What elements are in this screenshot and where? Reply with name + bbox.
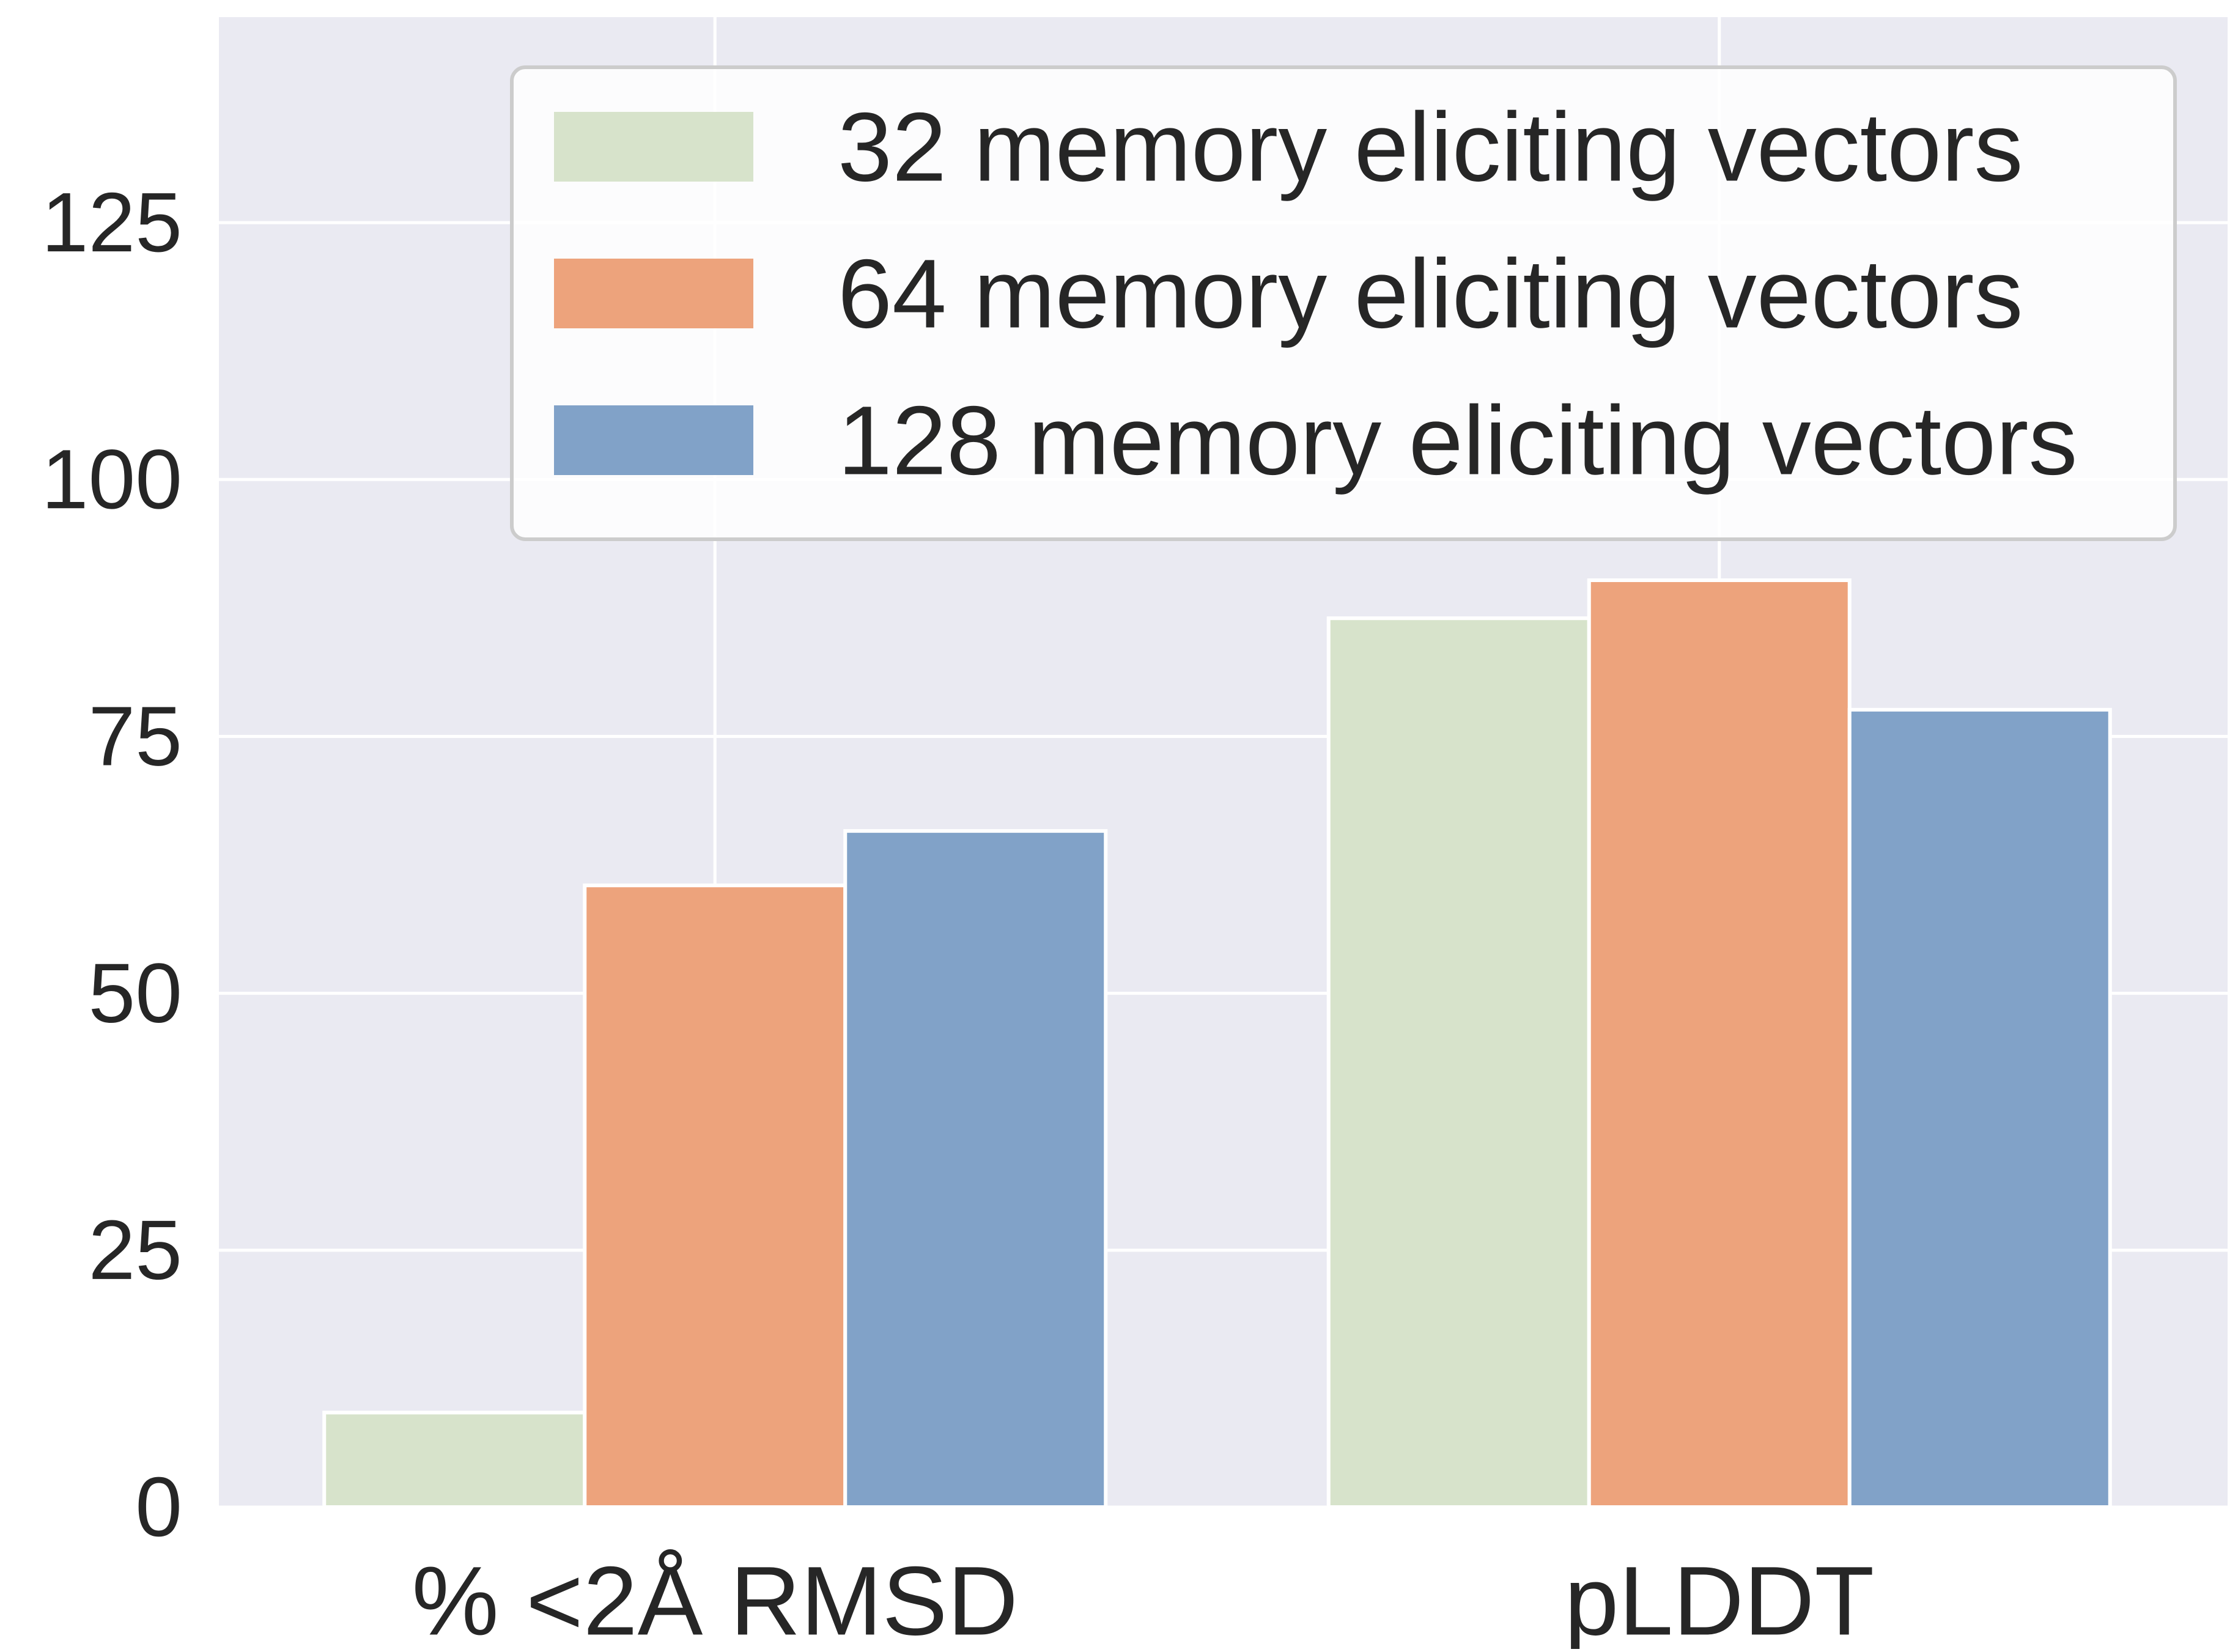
legend-swatch — [554, 112, 753, 182]
bar-2-2 — [1587, 578, 1852, 1509]
y-tick-label: 75 — [89, 689, 183, 783]
legend: 32 memory eliciting vectors 64 memory eli… — [510, 65, 2177, 541]
y-tick-label: 0 — [135, 1460, 182, 1554]
bar-3-2 — [1847, 707, 2112, 1509]
y-tick-label: 50 — [89, 946, 183, 1041]
legend-label: 32 memory eliciting vectors — [838, 92, 2023, 202]
bar-1-2 — [1326, 616, 1591, 1509]
y-tick-label: 100 — [42, 432, 182, 526]
legend-label: 64 memory eliciting vectors — [838, 239, 2023, 348]
bars — [322, 578, 2112, 1509]
bar-1-1 — [322, 1410, 587, 1509]
y-tick-label: 25 — [89, 1203, 183, 1297]
legend-label: 128 memory eliciting vectors — [838, 386, 2077, 495]
legend-box — [510, 65, 2177, 541]
x-tick-label: % <2Å RMSD — [412, 1546, 1018, 1650]
x-tick-labels: % <2Å RMSD pLDDT — [412, 1546, 1875, 1652]
bar-3-1 — [843, 829, 1108, 1509]
bar-2-1 — [583, 883, 848, 1509]
legend-swatch — [554, 405, 753, 475]
legend-swatch — [554, 259, 753, 328]
y-tick-labels: 0 25 50 75 100 125 — [42, 175, 182, 1554]
x-tick-label: pLDDT — [1564, 1546, 1874, 1650]
y-tick-label: 125 — [42, 175, 182, 270]
